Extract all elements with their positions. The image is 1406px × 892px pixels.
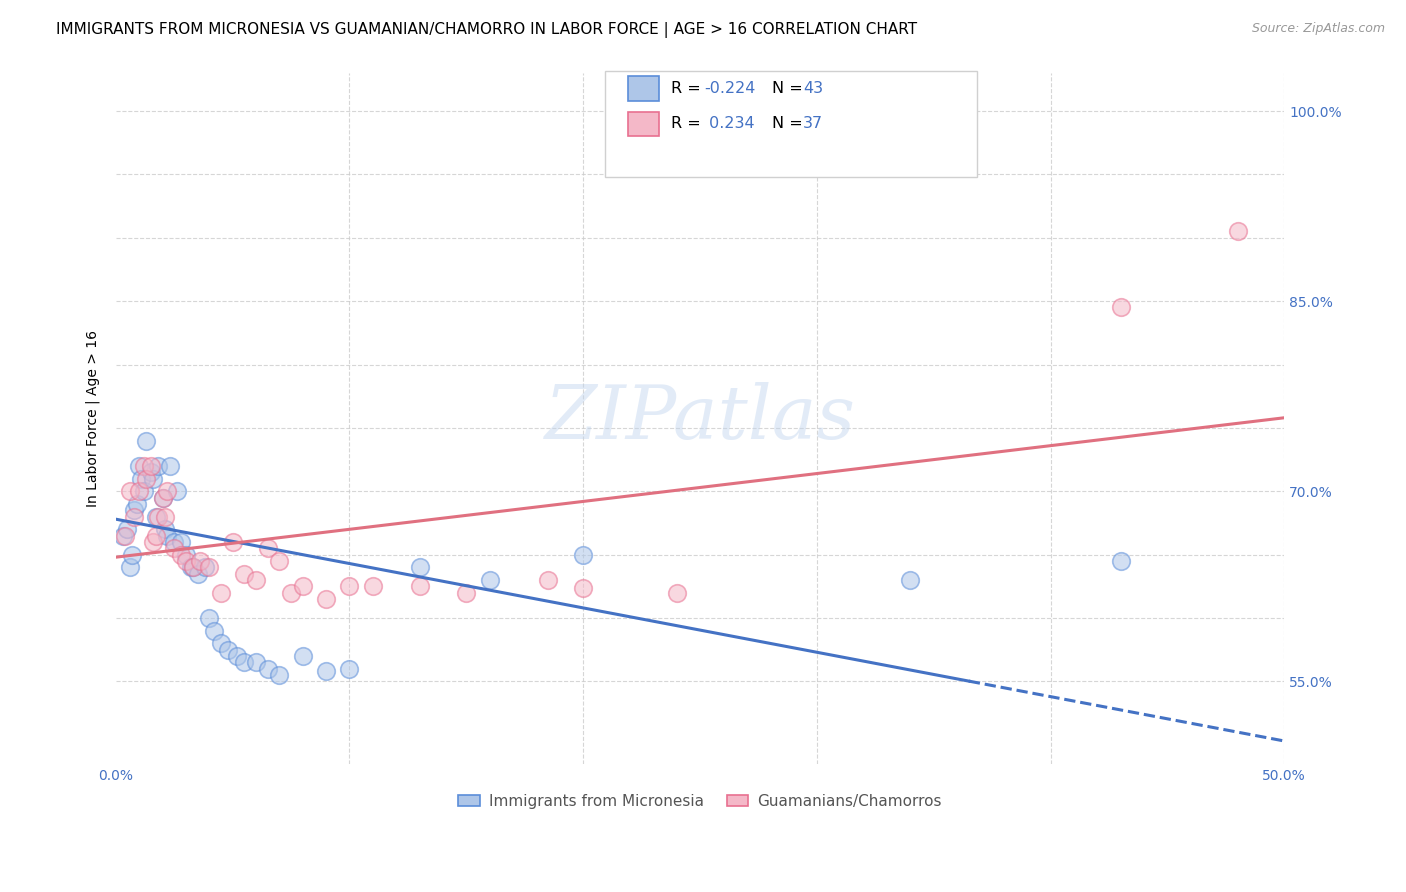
Point [572, 581, 595, 595]
Point [132, 458, 155, 473]
Point [146, 458, 169, 473]
Point [135, 434, 157, 448]
Point [118, 560, 141, 574]
Point [181, 560, 204, 574]
Text: Source: ZipAtlas.com: Source: ZipAtlas.com [1251, 22, 1385, 36]
Point [132, 484, 155, 499]
Point [408, 579, 430, 593]
Point [124, 509, 146, 524]
Point [245, 573, 267, 587]
Point [125, 497, 148, 511]
Point [209, 636, 232, 650]
Point [111, 529, 134, 543]
Point [339, 579, 361, 593]
Point [114, 529, 136, 543]
Point [226, 649, 249, 664]
Text: IMMIGRANTS FROM MICRONESIA VS GUAMANIAN/CHAMORRO IN LABOR FORCE | AGE > 16 CORRE: IMMIGRANTS FROM MICRONESIA VS GUAMANIAN/… [56, 22, 917, 38]
Point [174, 554, 197, 568]
Point [142, 472, 165, 486]
Point [131, 472, 153, 486]
Point [256, 541, 278, 556]
Point [408, 560, 430, 574]
Point [128, 458, 150, 473]
Point [269, 668, 291, 682]
Point [291, 579, 314, 593]
Point [163, 541, 186, 556]
Point [269, 554, 291, 568]
Point [145, 509, 167, 524]
Point [198, 560, 221, 574]
Point [194, 560, 217, 574]
Point [170, 535, 193, 549]
Point [478, 573, 501, 587]
Point [245, 656, 267, 670]
Text: R =: R = [671, 117, 706, 131]
Point [174, 548, 197, 562]
Point [217, 642, 239, 657]
Point [166, 484, 188, 499]
Point [170, 548, 193, 562]
Point [291, 649, 314, 664]
Text: 37: 37 [803, 117, 823, 131]
Point [187, 566, 209, 581]
Point [139, 458, 162, 473]
Point [456, 585, 478, 599]
Point [152, 491, 174, 505]
Point [198, 611, 221, 625]
Point [142, 535, 165, 549]
Text: R =: R = [671, 81, 706, 95]
Text: ZIPatlas: ZIPatlas [544, 382, 855, 455]
Point [139, 465, 162, 479]
Point [665, 585, 688, 599]
Point [145, 529, 167, 543]
Text: 0.234: 0.234 [704, 117, 755, 131]
Point [1109, 554, 1132, 568]
Point [153, 509, 176, 524]
Point [315, 665, 337, 679]
Point [1109, 301, 1132, 315]
Point [156, 484, 179, 499]
Text: 43: 43 [803, 81, 823, 95]
Text: N =: N = [772, 81, 808, 95]
Point [209, 585, 232, 599]
Point [233, 566, 256, 581]
Point [537, 573, 560, 587]
Point [146, 509, 169, 524]
Point [128, 484, 150, 499]
Point [256, 662, 278, 676]
Point [156, 529, 179, 543]
Point [280, 585, 302, 599]
Point [135, 472, 157, 486]
Point [898, 573, 921, 587]
Point [153, 522, 176, 536]
Legend: Immigrants from Micronesia, Guamanians/Chamorros: Immigrants from Micronesia, Guamanians/C… [453, 788, 948, 815]
Point [1226, 224, 1249, 238]
Point [152, 491, 174, 505]
Point [121, 548, 143, 562]
Point [202, 624, 225, 638]
Point [159, 458, 181, 473]
Point [188, 554, 211, 568]
Text: -0.224: -0.224 [704, 81, 756, 95]
Point [180, 560, 202, 574]
Y-axis label: In Labor Force | Age > 16: In Labor Force | Age > 16 [86, 330, 100, 507]
Point [181, 560, 204, 574]
Point [118, 484, 141, 499]
Point [117, 522, 139, 536]
Point [163, 535, 186, 549]
Point [361, 579, 384, 593]
Point [315, 592, 337, 607]
Point [339, 662, 361, 676]
Point [233, 656, 256, 670]
Point [124, 503, 146, 517]
Text: N =: N = [772, 117, 808, 131]
Point [221, 535, 243, 549]
Point [572, 548, 595, 562]
